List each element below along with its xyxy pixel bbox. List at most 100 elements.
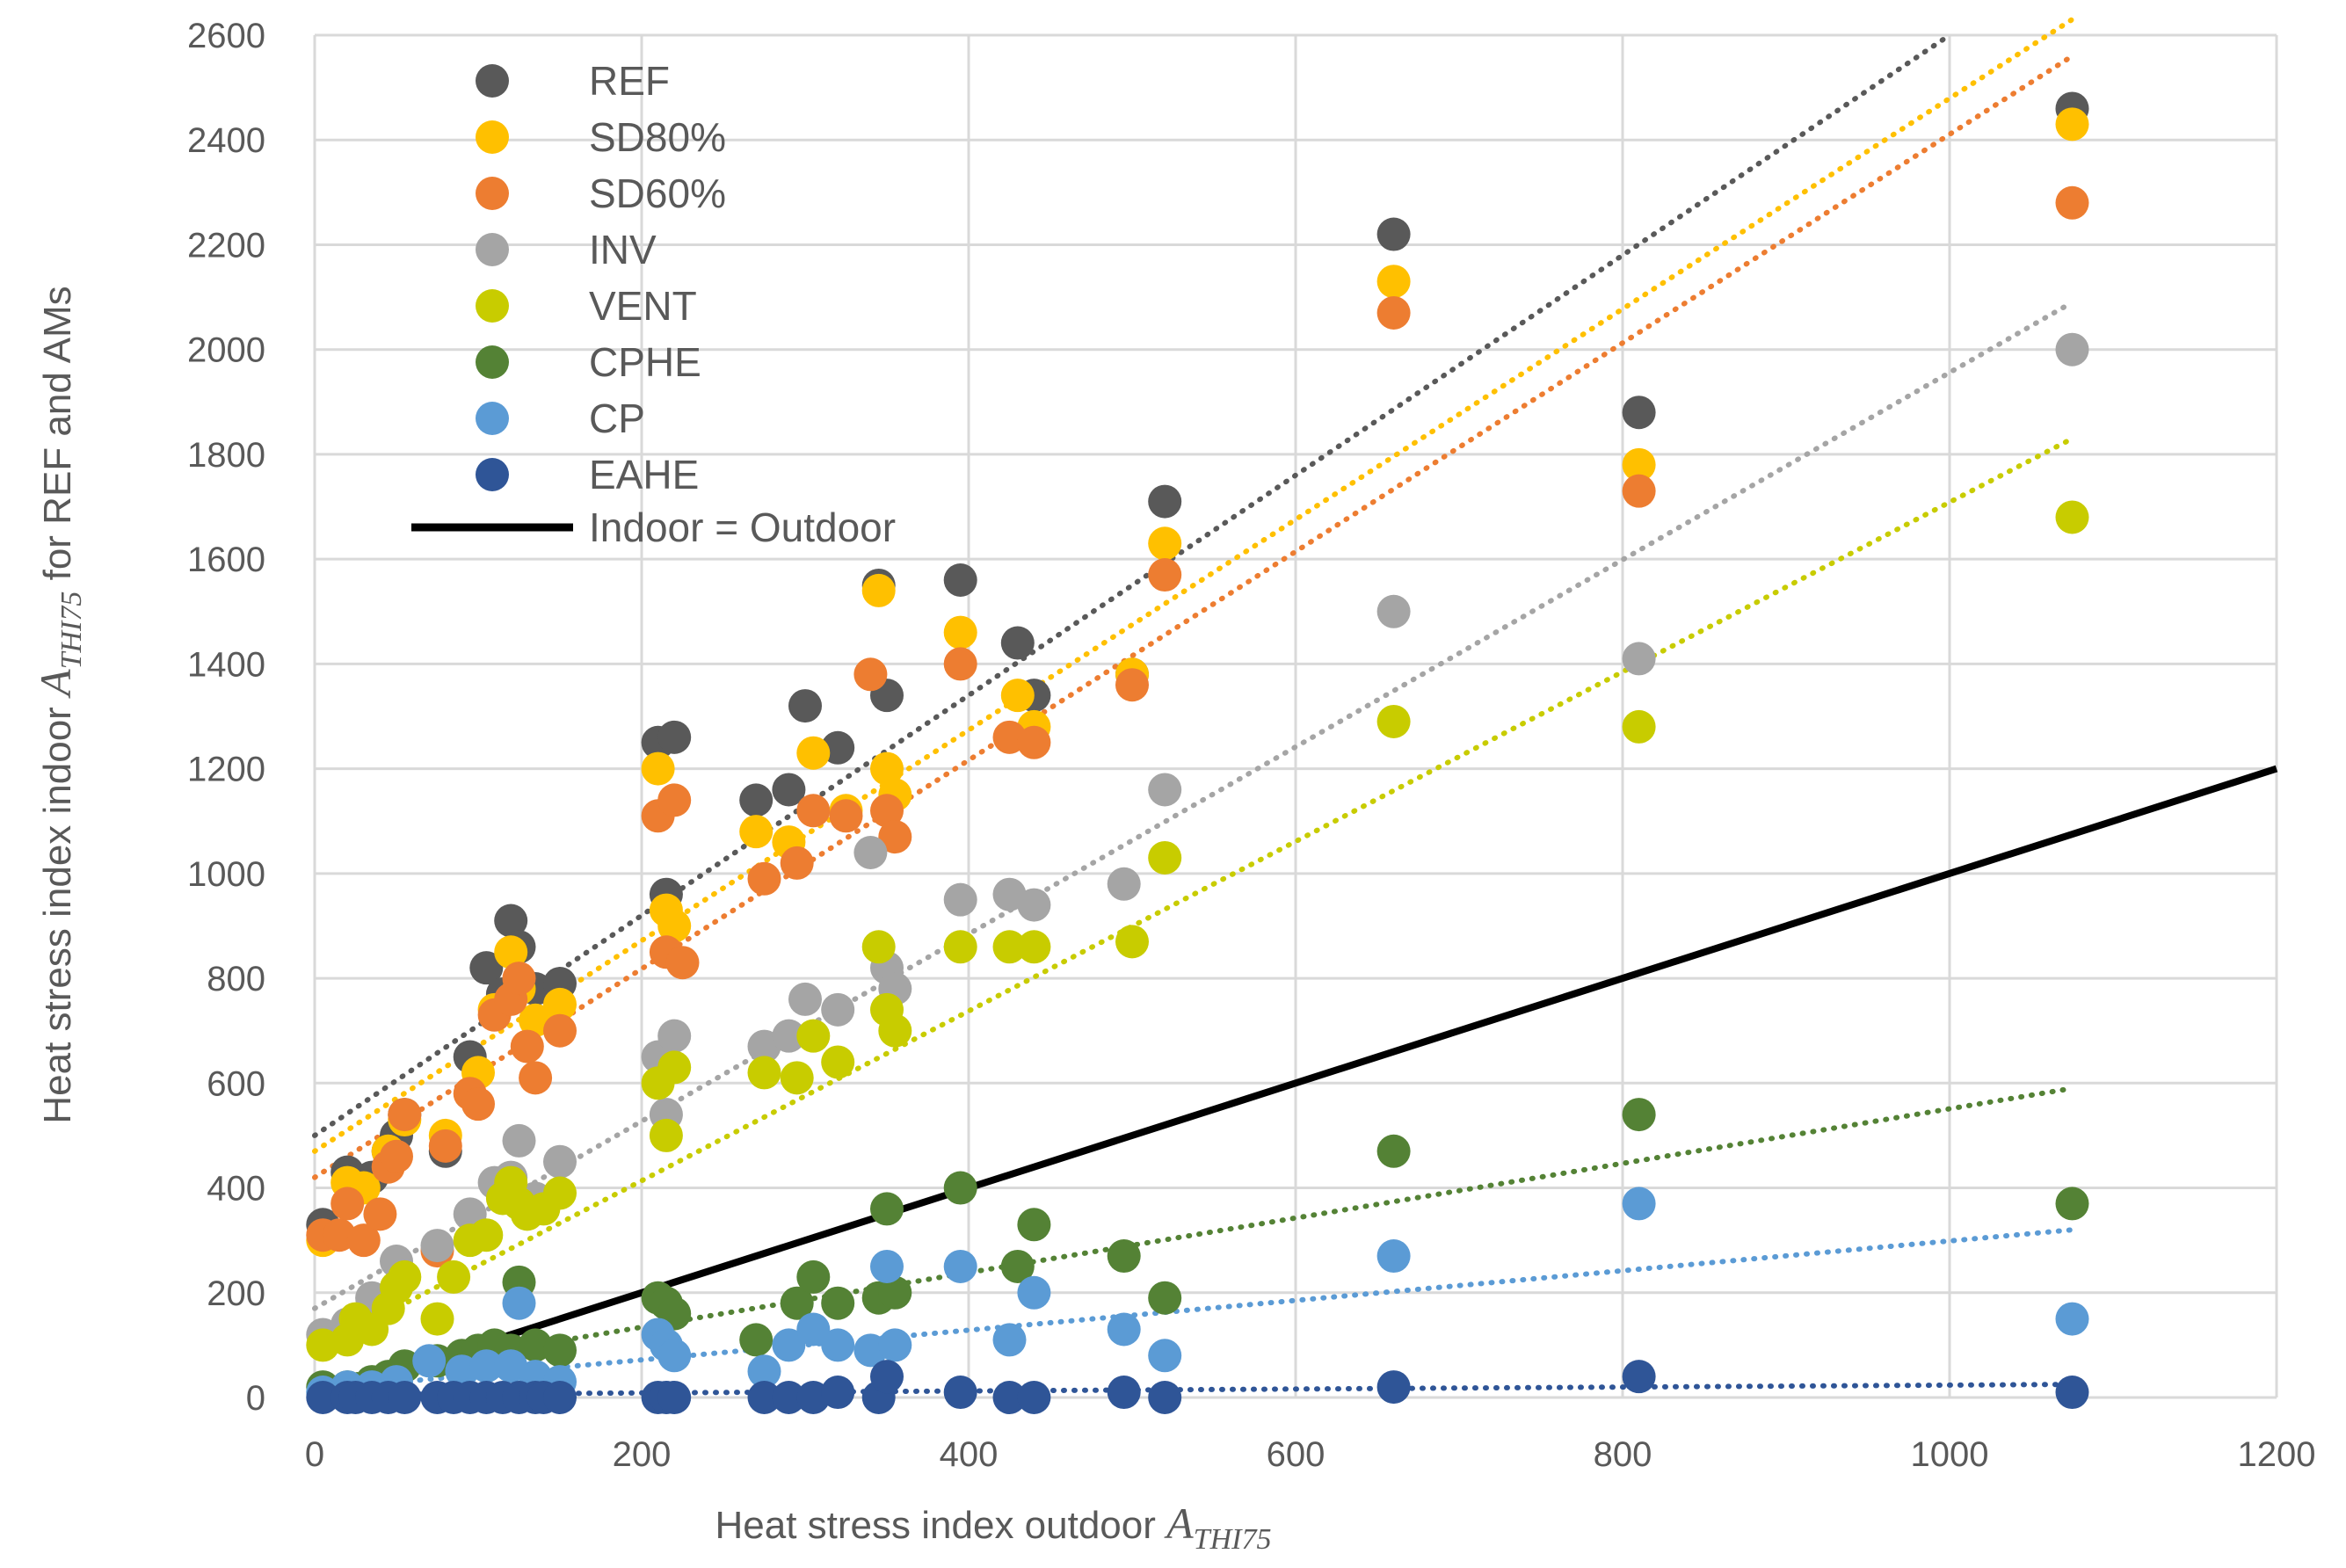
legend-marker-cp [476, 402, 509, 435]
data-point-sd60pct [796, 794, 831, 828]
data-point-inv [1107, 867, 1141, 901]
data-point-eahe [543, 1381, 577, 1414]
data-point-vent [657, 1050, 692, 1085]
data-point-vent [649, 1118, 683, 1152]
data-point-eahe [870, 1360, 904, 1394]
data-point-vent [878, 1013, 912, 1048]
data-point-cp [1622, 1187, 1656, 1221]
data-point-vent [861, 930, 896, 964]
data-point-sd60pct [1622, 474, 1656, 508]
y-tick-label: 800 [207, 960, 265, 998]
legend-marker-inv [476, 233, 509, 266]
data-point-inv [1622, 642, 1656, 676]
data-point-cphe [1622, 1098, 1656, 1132]
data-point-inv [772, 1019, 806, 1053]
data-point-sd60pct [657, 783, 692, 817]
data-point-ref [494, 904, 528, 938]
data-point-inv [502, 1123, 536, 1158]
trendline-cp [312, 1227, 2075, 1393]
data-point-sd60pct [330, 1187, 365, 1221]
data-point-cp [772, 1328, 806, 1362]
data-point-vent [1622, 709, 1656, 744]
data-point-sd80pct [494, 935, 528, 969]
trendline-sd60pct [312, 53, 2075, 1180]
y-tick-label: 1800 [187, 436, 265, 475]
data-point-cphe [1107, 1239, 1141, 1274]
legend-label-eahe: EAHE [589, 452, 699, 497]
data-point-sd80pct [870, 751, 904, 786]
data-point-cp [1017, 1275, 1051, 1310]
legend-label-sd80pct: SD80% [589, 114, 726, 160]
data-point-sd60pct [510, 1029, 544, 1063]
data-point-eahe [943, 1376, 977, 1410]
data-point-cp [1148, 1339, 1182, 1373]
data-point-eahe [2055, 1376, 2089, 1410]
data-point-cp [412, 1344, 447, 1378]
x-tick-labels: 0 200 400 600 800 1000 1200 [305, 1435, 2316, 1474]
data-point-eahe [747, 1381, 781, 1414]
data-point-vent [796, 1019, 831, 1053]
data-point-sd60pct [870, 794, 904, 828]
data-point-sd60pct [388, 1098, 422, 1132]
data-point-sd80pct [739, 815, 774, 849]
y-tick-label: 2600 [187, 17, 265, 55]
data-point-ref [739, 783, 774, 817]
data-point-sd60pct [2055, 185, 2089, 220]
x-tick-label: 200 [613, 1435, 672, 1474]
legend-label-sd60pct: SD60% [589, 171, 726, 216]
y-tick-label: 1200 [187, 751, 265, 789]
trendline-inv [312, 300, 2075, 1311]
x-tick-label: 1000 [1911, 1435, 1989, 1474]
series-sd60pct [306, 185, 2089, 1268]
data-point-vent [388, 1259, 422, 1294]
trendline-sd80pct [312, 17, 2075, 1154]
data-point-inv [420, 1229, 454, 1263]
y-tick-label: 600 [207, 1064, 265, 1103]
data-point-sd60pct [363, 1197, 397, 1231]
data-point-eahe [1148, 1381, 1182, 1414]
data-point-inv [2055, 332, 2089, 367]
data-point-ref [1376, 217, 1411, 251]
data-point-eahe [657, 1381, 692, 1414]
data-point-sd60pct [380, 1139, 413, 1173]
x-tick-label: 800 [1594, 1435, 1652, 1474]
y-tick-label: 2400 [187, 121, 265, 160]
data-point-cphe [870, 1192, 904, 1226]
trendline-cphe [312, 1085, 2075, 1385]
data-point-vent [2055, 500, 2089, 534]
y-tick-label: 1400 [187, 645, 265, 684]
data-point-eahe [1017, 1381, 1051, 1414]
data-point-cphe [780, 1286, 814, 1320]
data-point-vent [943, 930, 977, 964]
x-tick-label: 1200 [2238, 1435, 2316, 1474]
data-point-vent [747, 1056, 781, 1090]
legend-marker-ref [476, 64, 509, 98]
data-point-sd60pct [665, 946, 700, 980]
data-point-vent [780, 1061, 814, 1095]
data-point-vent [543, 1176, 577, 1210]
data-point-eahe [388, 1381, 422, 1414]
x-axis-title: Heat stress index outdoor ATHI75 [715, 1499, 1272, 1556]
data-point-sd60pct [1148, 558, 1182, 592]
y-tick-label: 200 [207, 1274, 265, 1313]
data-point-sd60pct [502, 962, 536, 996]
x-tick-label: 0 [305, 1435, 324, 1474]
data-point-ref [772, 773, 806, 807]
data-point-cp [821, 1328, 855, 1362]
data-point-cphe [1148, 1281, 1182, 1315]
data-point-sd60pct [346, 1223, 381, 1258]
data-point-ref [1622, 396, 1656, 430]
data-point-sd80pct [796, 736, 831, 770]
data-point-vent [821, 1045, 855, 1079]
data-point-inv [853, 836, 888, 869]
data-point-sd60pct [943, 647, 977, 681]
data-point-sd60pct [461, 1087, 495, 1122]
legend-marker-vent [476, 289, 509, 323]
data-point-sd80pct [943, 615, 977, 650]
identity-line-layer [313, 765, 2278, 1401]
data-point-inv [1017, 888, 1051, 922]
data-point-vent [420, 1302, 454, 1336]
data-point-sd80pct [641, 751, 675, 786]
data-point-sd60pct [543, 1013, 577, 1048]
data-point-eahe [1376, 1370, 1411, 1405]
